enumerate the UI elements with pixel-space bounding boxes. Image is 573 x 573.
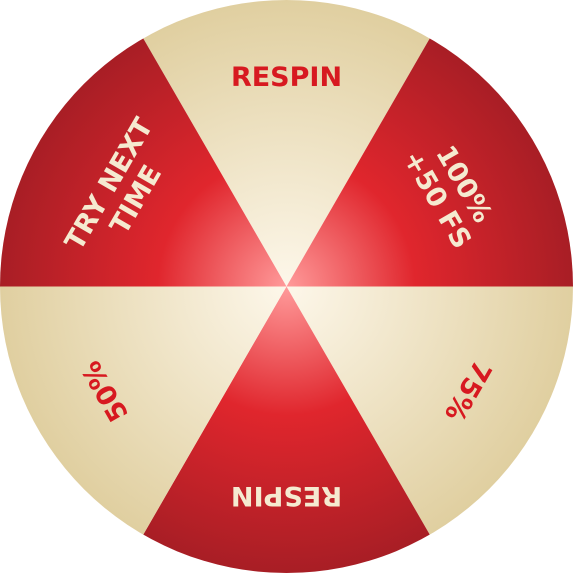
segment-label-line: RESPIN	[231, 480, 342, 511]
wheel-segment	[0, 286, 287, 573]
segment-label: RESPIN	[231, 480, 342, 511]
segment-label-line: RESPIN	[231, 62, 342, 93]
wheel-segment	[86, 0, 487, 287]
wheel-segment	[286, 286, 573, 573]
wheel-segment	[86, 286, 487, 573]
wheel-segment	[286, 0, 573, 287]
segment-label: RESPIN	[231, 62, 342, 93]
wheel-segment	[0, 0, 287, 287]
